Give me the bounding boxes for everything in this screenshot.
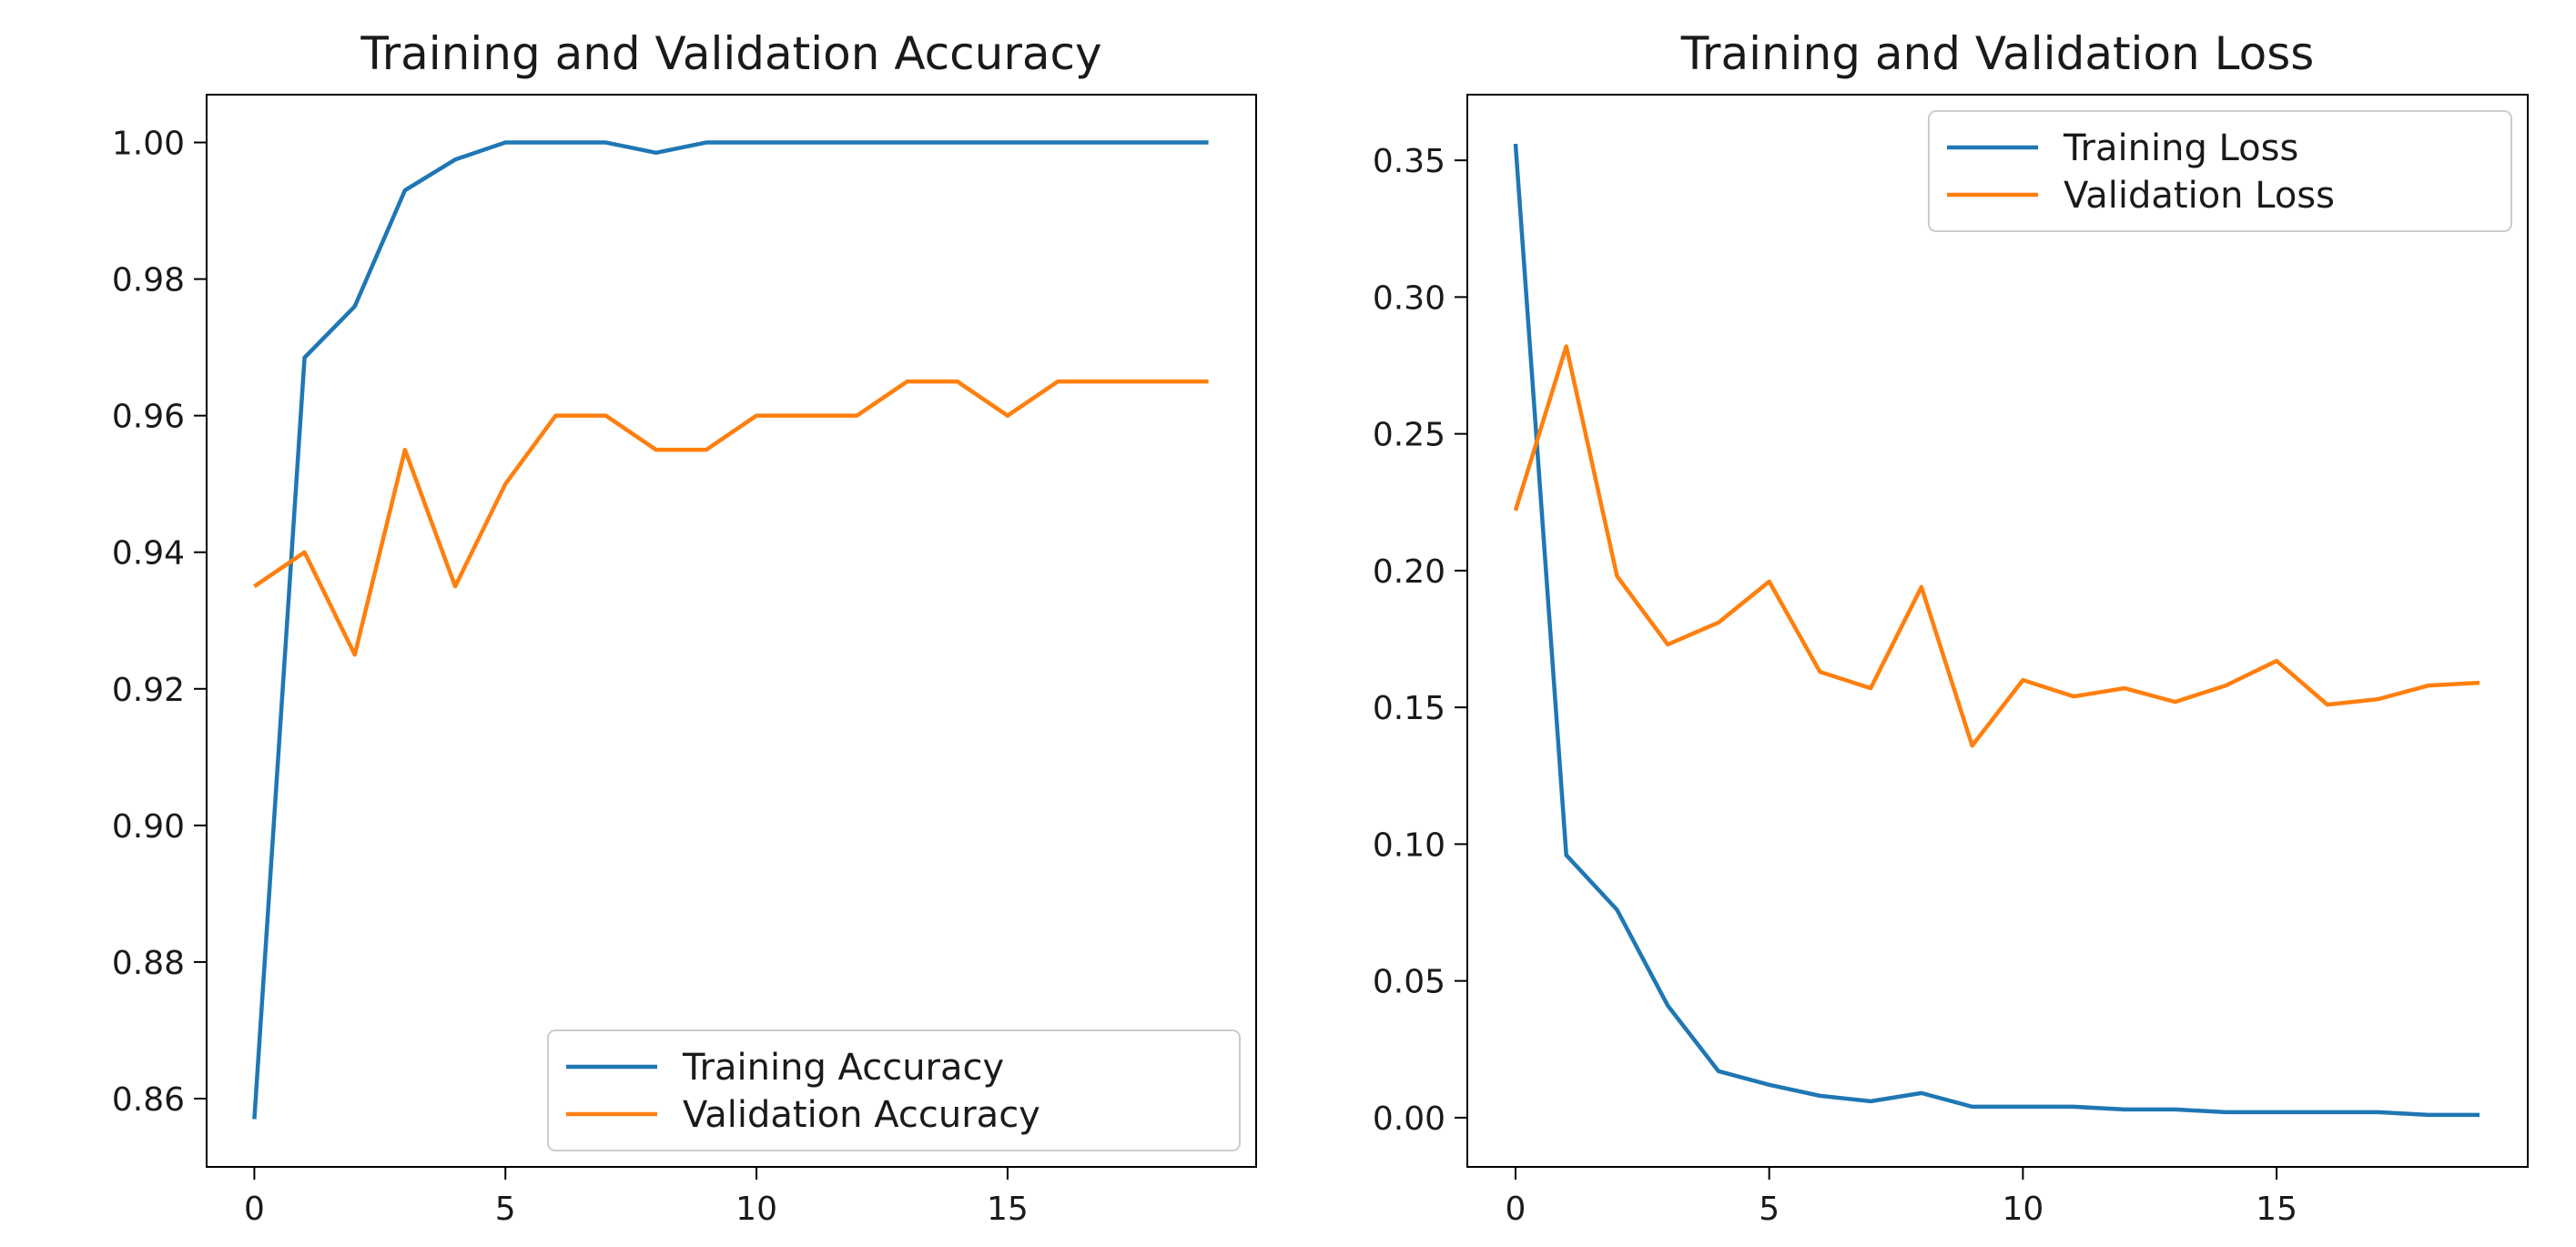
accuracy-axes-frame: [206, 94, 1257, 1168]
accuracy-series-line-validation-accuracy: [253, 379, 1209, 657]
accuracy-data-point: [907, 381, 908, 382]
loss-y-tick-label: 0.15: [1373, 690, 1445, 727]
accuracy-data-point: [1058, 381, 1059, 382]
accuracy-data-point: [1058, 142, 1059, 143]
accuracy-data-point: [304, 357, 305, 358]
loss-data-point: [1566, 855, 1567, 856]
accuracy-chart: Training and Validation Accuracy 0 5 10 15 0.…: [112, 27, 1257, 1228]
accuracy-data-point: [655, 152, 656, 153]
accuracy-data-point: [354, 306, 355, 307]
loss-y-tick-label: 0.30: [1373, 279, 1445, 317]
loss-data-point: [1769, 581, 1770, 582]
loss-data-point: [2124, 1109, 2125, 1110]
loss-data-point: [1972, 1106, 1973, 1107]
loss-data-point: [2327, 1111, 2328, 1112]
accuracy-legend-label: Validation Accuracy: [683, 1094, 1040, 1136]
accuracy-data-point: [806, 415, 807, 416]
loss-data-point: [1921, 1092, 1922, 1093]
accuracy-y-tick-label: 0.88: [112, 945, 185, 982]
accuracy-data-point: [1108, 142, 1109, 143]
loss-y-tick-label: 0.05: [1373, 964, 1445, 1001]
accuracy-legend-label: Training Accuracy: [682, 1047, 1004, 1089]
accuracy-x-tick-label: 10: [735, 1191, 777, 1228]
loss-y-tick-label: 0.20: [1373, 553, 1445, 591]
accuracy-data-point: [254, 1119, 255, 1120]
accuracy-data-point: [756, 415, 757, 416]
accuracy-y-tick-label: 0.96: [112, 399, 185, 436]
loss-data-point: [1972, 745, 1973, 746]
accuracy-data-point: [304, 552, 305, 553]
accuracy-data-point: [455, 159, 456, 160]
accuracy-data-point: [1158, 142, 1159, 143]
loss-series-line-training-loss: [1513, 143, 2480, 1118]
accuracy-data-point: [605, 142, 606, 143]
accuracy-data-point: [756, 142, 757, 143]
accuracy-data-point: [806, 142, 807, 143]
accuracy-data-point: [505, 483, 506, 484]
accuracy-legend: Training Accuracy Validation Accuracy: [547, 1029, 1241, 1151]
accuracy-data-point: [404, 450, 405, 451]
accuracy-y-tick-label: 0.94: [112, 535, 185, 573]
accuracy-data-point: [1007, 415, 1008, 416]
loss-data-point: [1769, 1084, 1770, 1085]
loss-chart-title: Training and Validation Loss: [1680, 27, 2315, 80]
accuracy-data-point: [455, 586, 456, 587]
loss-data-point: [1617, 575, 1618, 576]
loss-data-point: [1566, 346, 1567, 347]
accuracy-data-point: [1108, 381, 1109, 382]
loss-y-tick-label: 0.35: [1373, 143, 1445, 180]
accuracy-data-point: [655, 450, 656, 451]
loss-y-tick-label: 0.00: [1373, 1100, 1445, 1138]
accuracy-data-point: [1007, 142, 1008, 143]
accuracy-data-point: [957, 381, 958, 382]
loss-legend-label: Validation Loss: [2064, 175, 2335, 217]
loss-data-point: [1921, 586, 1922, 587]
loss-x-tick-label: 5: [1759, 1191, 1780, 1228]
accuracy-y-tick-label: 0.86: [112, 1081, 185, 1119]
accuracy-y-tick-label: 1.00: [112, 126, 185, 163]
accuracy-legend-box: [547, 1029, 1241, 1151]
accuracy-y-tick-label: 0.98: [112, 262, 185, 299]
accuracy-data-point: [1208, 381, 1209, 382]
accuracy-data-point: [1158, 381, 1159, 382]
accuracy-data-point: [1208, 142, 1209, 143]
accuracy-series-line-training-accuracy: [252, 140, 1209, 1120]
accuracy-data-point: [354, 654, 355, 655]
loss-x-tick-label: 15: [2256, 1191, 2297, 1228]
accuracy-data-point: [957, 142, 958, 143]
accuracy-data-point: [555, 415, 556, 416]
accuracy-data-point: [705, 142, 706, 143]
loss-data-point: [1617, 909, 1618, 910]
loss-chart: Training and Validation Loss 0 5 10 15 0.00 0.…: [1373, 27, 2529, 1228]
loss-y-tick-label: 0.10: [1373, 826, 1445, 864]
loss-data-point: [1515, 510, 1516, 511]
loss-x-tick-label: 10: [2002, 1191, 2044, 1228]
loss-legend-label: Training Loss: [2063, 127, 2298, 169]
loss-data-point: [1515, 144, 1516, 145]
accuracy-data-point: [555, 142, 556, 143]
loss-data-point: [1718, 1070, 1719, 1071]
loss-x-tick-label: 0: [1506, 1191, 1526, 1228]
accuracy-data-point: [254, 586, 255, 587]
loss-data-point: [2124, 688, 2125, 689]
accuracy-x-tick-label: 5: [495, 1191, 516, 1228]
loss-y-tick-label: 0.25: [1373, 417, 1445, 454]
accuracy-data-point: [505, 142, 506, 143]
loss-axes-frame: [1466, 94, 2529, 1168]
accuracy-chart-title: Training and Validation Accuracy: [360, 27, 1101, 80]
loss-series-line-validation-loss: [1513, 344, 2480, 748]
accuracy-data-point: [705, 450, 706, 451]
accuracy-y-tick-label: 0.90: [112, 808, 185, 846]
accuracy-x-tick-label: 0: [244, 1191, 265, 1228]
loss-data-point: [1718, 622, 1719, 623]
accuracy-y-tick-label: 0.92: [112, 672, 185, 709]
loss-legend-box: [1928, 110, 2512, 232]
accuracy-data-point: [605, 415, 606, 416]
accuracy-x-tick-label: 15: [987, 1191, 1029, 1228]
loss-legend: Training Loss Validation Loss: [1928, 110, 2512, 232]
accuracy-data-point: [907, 142, 908, 143]
accuracy-data-point: [404, 190, 405, 191]
